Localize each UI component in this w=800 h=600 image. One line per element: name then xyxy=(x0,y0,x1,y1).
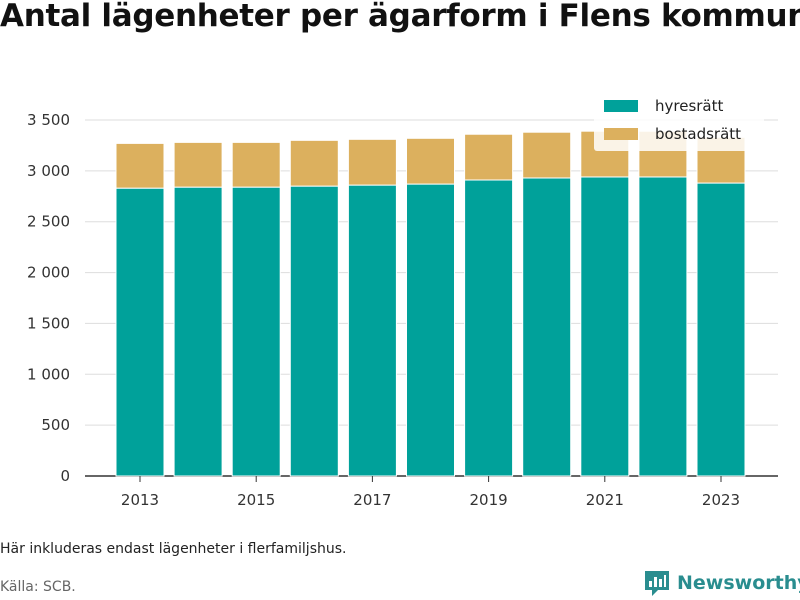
bar-bostadsratt-2019 xyxy=(464,133,514,181)
y-tick-label: 1 000 xyxy=(27,365,70,383)
x-tick-label: 2023 xyxy=(702,491,740,509)
y-tick-label: 3 000 xyxy=(27,162,70,180)
bar-hyresratt-2013 xyxy=(115,187,165,477)
y-tick-label: 3 500 xyxy=(27,111,70,129)
y-tick-label: 500 xyxy=(41,416,70,434)
bars xyxy=(115,130,746,477)
bar-hyresratt-2018 xyxy=(406,183,455,477)
y-tick-label: 2 000 xyxy=(27,264,70,282)
legend-label-hyresratt: hyresrätt xyxy=(655,97,724,115)
bar-bostadsratt-2015 xyxy=(231,141,281,188)
y-axis-ticks: 0 500 1 000 1 500 2 000 2 500 3 000 3 500 xyxy=(27,111,70,485)
x-tick-label: 2021 xyxy=(586,491,624,509)
x-tick-label: 2015 xyxy=(237,491,275,509)
x-axis-ticks: 2013 2015 2017 2019 2021 2023 xyxy=(121,476,740,509)
legend-swatch-bostadsratt xyxy=(604,128,638,140)
y-tick-label: 0 xyxy=(60,467,70,485)
bar-bostadsratt-2020 xyxy=(522,131,572,179)
brand-logo: Newsworthy xyxy=(644,569,800,597)
page-title: Antal lägenheter per ägarform i Flens ko… xyxy=(0,0,800,34)
bar-hyresratt-2014 xyxy=(173,186,223,477)
y-tick-label: 2 500 xyxy=(27,213,70,231)
bar-hyresratt-2022 xyxy=(638,176,688,477)
x-tick-label: 2017 xyxy=(353,491,391,509)
bar-bostadsratt-2016 xyxy=(289,139,339,187)
legend: hyresrätt bostadsrätt xyxy=(594,91,764,151)
legend-swatch-hyresratt xyxy=(604,100,638,112)
bar-hyresratt-2023 xyxy=(696,182,746,477)
bar-hyresratt-2020 xyxy=(522,177,572,477)
brand-name: Newsworthy xyxy=(677,572,800,594)
bar-bostadsratt-2018 xyxy=(406,137,455,185)
bar-hyresratt-2021 xyxy=(580,176,630,477)
legend-label-bostadsratt: bostadsrätt xyxy=(655,125,741,143)
newsworthy-logo-icon xyxy=(645,571,669,596)
bar-bostadsratt-2017 xyxy=(347,138,397,186)
x-tick-label: 2013 xyxy=(121,491,159,509)
bar-bostadsratt-2014 xyxy=(173,141,223,188)
y-tick-label: 1 500 xyxy=(27,314,70,332)
bar-hyresratt-2015 xyxy=(231,186,281,477)
bar-hyresratt-2017 xyxy=(347,184,397,477)
x-tick-label: 2019 xyxy=(470,491,508,509)
footnote: Här inkluderas endast lägenheter i flerf… xyxy=(0,541,347,557)
bar-bostadsratt-2013 xyxy=(115,142,165,189)
source-note: Källa: SCB. xyxy=(0,579,76,595)
bar-hyresratt-2019 xyxy=(464,179,514,477)
bar-hyresratt-2016 xyxy=(289,185,339,477)
